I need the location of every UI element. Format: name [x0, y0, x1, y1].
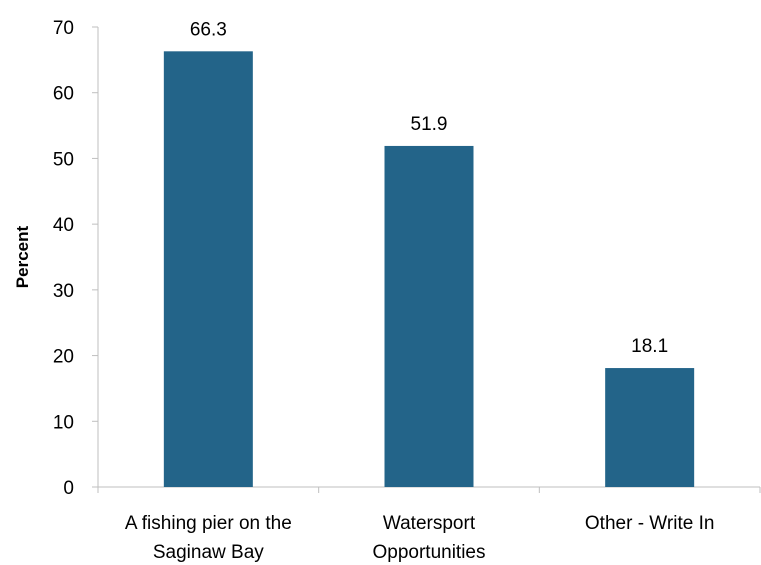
data-label: 66.3 [190, 19, 227, 40]
y-tick-label: 30 [53, 281, 74, 302]
y-tick-label: 40 [53, 215, 74, 236]
x-category-label: Opportunities [372, 542, 485, 563]
bar [605, 368, 695, 487]
y-tick-label: 10 [53, 412, 74, 433]
y-tick-label: 0 [63, 478, 74, 499]
x-category-label: Other - Write In [585, 513, 715, 534]
plot-area: 0 10 20 30 40 50 60 70 66.3 A fishing pier on the… [53, 18, 761, 563]
x-category-label: Watersport [383, 513, 476, 534]
data-label: 18.1 [631, 336, 668, 357]
y-tick-label: 20 [53, 347, 74, 368]
y-tick-label: 50 [53, 149, 74, 170]
x-category-label: Saginaw Bay [153, 542, 264, 563]
bar [163, 51, 253, 488]
y-tick-label: 60 [53, 84, 74, 105]
bar [384, 145, 474, 487]
y-axis-label: Percent [13, 225, 32, 288]
x-category-label: A fishing pier on the [125, 513, 292, 534]
y-tick-label: 70 [53, 18, 74, 39]
data-label: 51.9 [411, 114, 448, 135]
